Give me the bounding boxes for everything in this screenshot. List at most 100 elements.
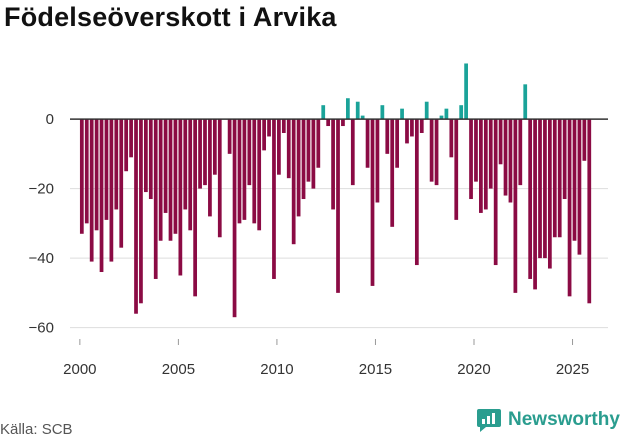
bar [543,119,547,259]
bar [547,119,552,269]
bar [109,119,114,262]
bar [316,119,321,168]
bar [474,119,478,182]
bar [272,119,276,279]
bar [208,119,212,217]
bar [267,119,271,137]
bar [459,105,464,120]
y-tick-label: −40 [29,250,54,267]
bar [587,119,592,304]
bar [94,119,99,231]
bar [365,119,370,168]
x-axis-ticks: 2000 2005 2010 2015 2020 2025 [63,339,589,378]
bar [444,108,449,120]
bar [572,119,577,241]
bar [469,119,473,200]
bar [498,119,503,165]
bar [281,119,286,133]
bar [124,119,129,172]
y-axis-ticks: 0 −20 −40 −60 [29,111,54,337]
bar [183,119,188,210]
bar [552,119,557,238]
brand-name: Newsworthy [508,409,620,430]
bar [104,119,109,220]
bar [488,119,493,189]
chart-icon [477,409,501,432]
bar [513,119,518,293]
bar [306,119,311,182]
bar [237,119,242,224]
bar [518,119,523,186]
bar [385,119,390,154]
bar-chart: 0 −20 −40 −60 2000 2005 2010 2015 2020 2025 [29,63,608,378]
bar [414,119,419,266]
bar [370,119,375,286]
bar [449,119,454,158]
bar [429,119,434,182]
bar [557,119,562,238]
bar [163,119,168,213]
bar [178,119,183,276]
bar [321,105,326,120]
bar [247,119,252,186]
bar [203,119,207,186]
bar [345,98,350,120]
y-tick-label: 0 [46,111,54,128]
bar [562,119,567,200]
bar [212,119,217,175]
bar [479,119,483,213]
bar [493,119,498,266]
bar [424,101,429,120]
bar [380,105,385,120]
brand-logo[interactable]: Newsworthy [476,407,620,433]
bar [168,119,173,241]
bar [158,119,163,241]
bar [79,119,84,234]
x-tick-label: 2010 [260,361,293,378]
bar [336,119,340,293]
bar [390,119,395,227]
bar [533,119,537,290]
source-note: Källa: SCB [0,421,73,438]
bar [523,84,528,120]
bar [301,119,306,200]
bar [350,119,355,186]
bar [326,119,331,127]
bar [129,119,133,158]
x-tick-label: 2020 [457,361,490,378]
bar [84,119,89,224]
bar [311,119,316,189]
bar [153,119,158,279]
bar [503,119,508,196]
bar [410,119,414,137]
bar [454,119,459,220]
x-tick-label: 2015 [359,361,392,378]
bar [232,119,237,318]
bar [400,108,404,120]
bar [582,119,587,161]
bar [567,119,572,297]
bar [360,115,365,120]
bar [217,119,222,238]
bar [419,119,424,133]
bar [227,119,232,154]
bar [242,119,247,220]
bar [139,119,143,304]
bar [193,119,198,297]
bar [405,119,409,144]
bar [99,119,104,273]
bar [188,119,193,231]
bar [483,119,488,210]
bar [114,119,119,210]
bar [252,119,257,224]
bar [262,119,266,151]
x-tick-label: 2025 [556,361,589,378]
bar [439,115,444,120]
bar [198,119,202,189]
y-tick-label: −20 [29,181,54,198]
y-tick-label: −60 [29,320,54,337]
bar [296,119,301,217]
bar [257,119,262,231]
bar [148,119,153,200]
bar [355,101,360,120]
